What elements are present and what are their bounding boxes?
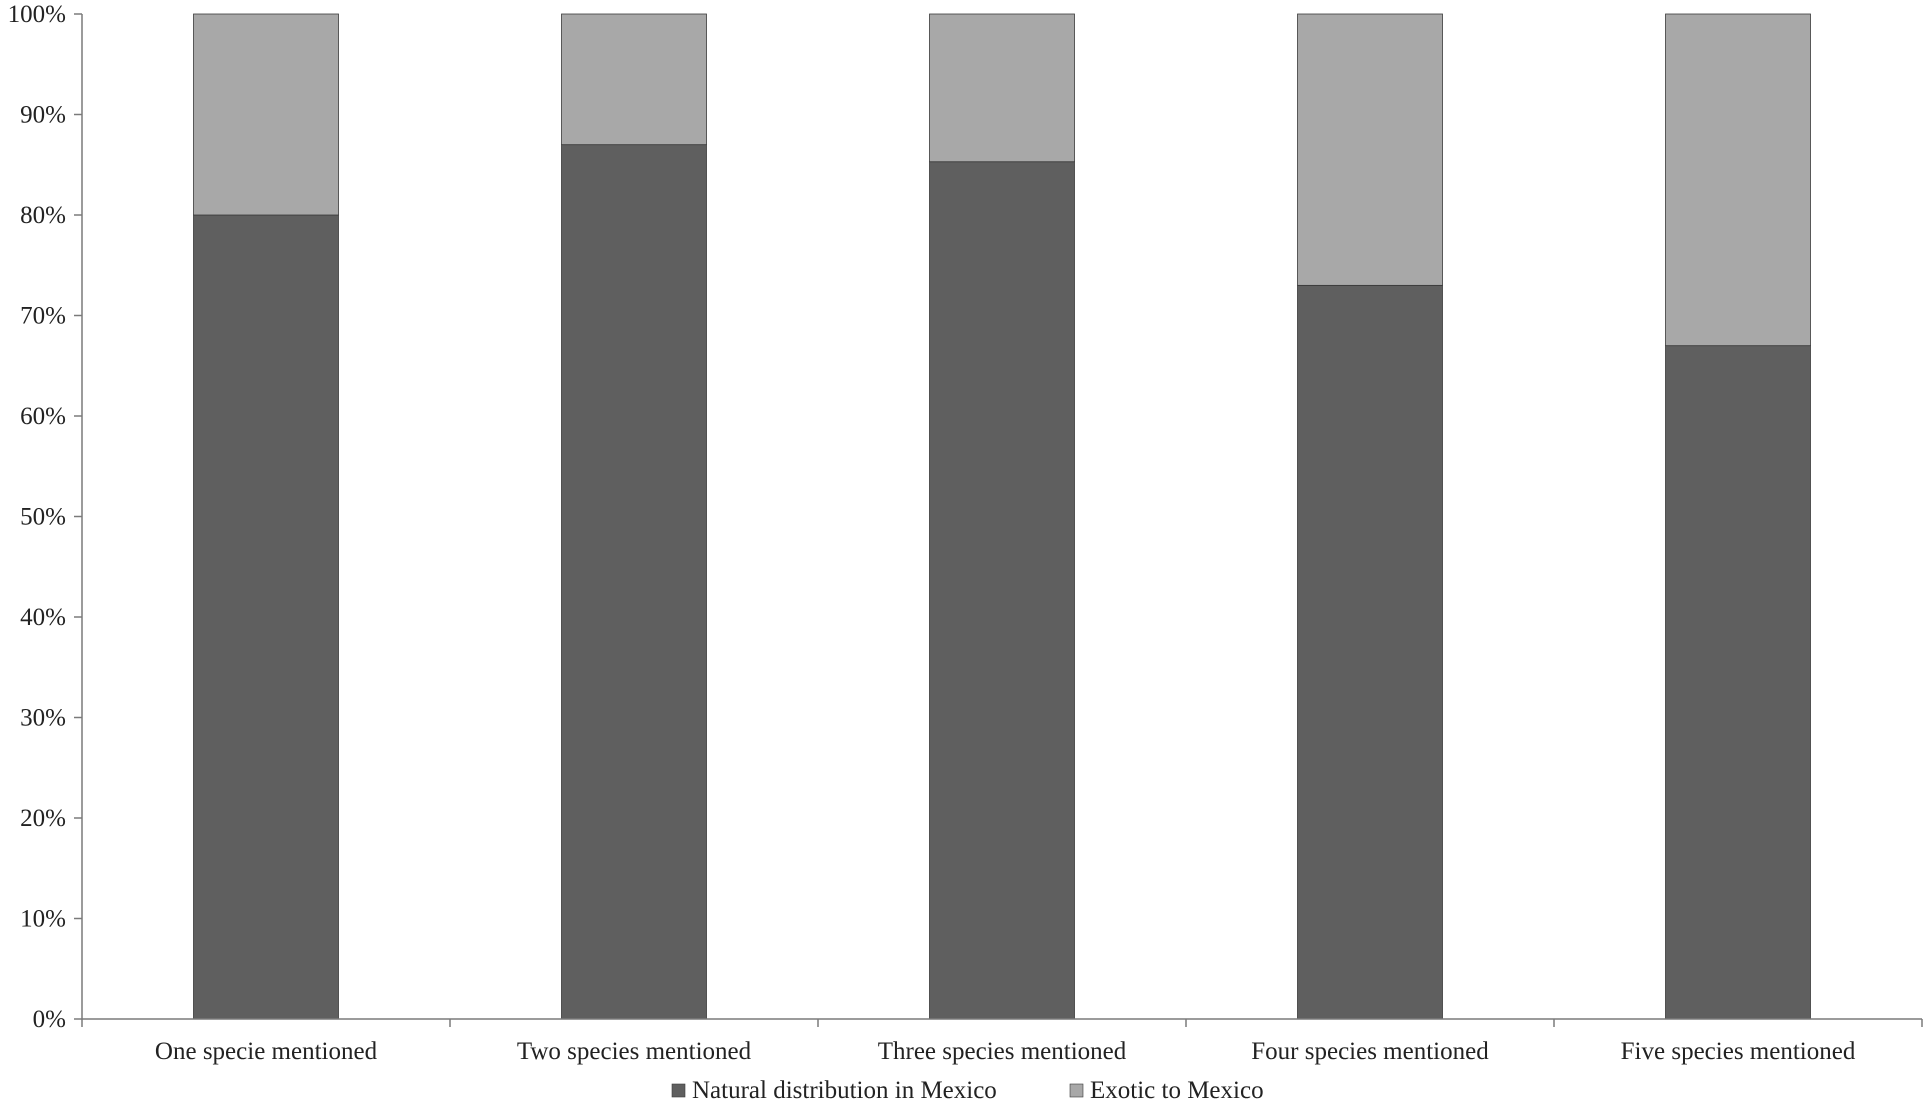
- y-tick-label: 20%: [20, 805, 66, 832]
- x-category-label: Five species mentioned: [1621, 1038, 1856, 1065]
- y-tick-label: 100%: [8, 1, 66, 28]
- legend-swatch-natural: [671, 1083, 686, 1098]
- x-category-label: One specie mentioned: [155, 1038, 378, 1065]
- bar-segment-exotic: [1665, 13, 1811, 347]
- y-tick-label: 30%: [20, 705, 66, 732]
- x-category-label: Two species mentioned: [517, 1038, 752, 1065]
- y-axis: 0% 10% 20% 30% 40% 50% 60% 70% 80% 90% 100%: [8, 1, 83, 1033]
- y-tick-label: 10%: [20, 906, 66, 933]
- legend: Natural distribution in Mexico Exotic to …: [671, 1077, 1264, 1104]
- y-tick-label: 80%: [20, 202, 66, 229]
- x-category-label: Three species mentioned: [878, 1038, 1127, 1065]
- bar-segment-natural: [193, 214, 339, 1020]
- bar-segment-natural: [1665, 345, 1811, 1020]
- y-tick-label: 90%: [20, 102, 66, 129]
- x-axis: One specie mentioned Two species mentione…: [81, 1018, 1923, 1065]
- bar-segment-natural: [561, 144, 707, 1020]
- bar-segment-exotic: [1297, 13, 1443, 286]
- y-tick-label: 50%: [20, 504, 66, 531]
- x-category-label: Four species mentioned: [1251, 1038, 1489, 1065]
- legend-swatch-exotic: [1069, 1083, 1084, 1098]
- bar-segment-exotic: [193, 13, 339, 216]
- bar-segment-exotic: [561, 13, 707, 146]
- bar-segment-natural: [929, 161, 1075, 1020]
- y-tick-label: 40%: [20, 604, 66, 631]
- legend-label-exotic: Exotic to Mexico: [1090, 1077, 1264, 1104]
- y-tick-label: 70%: [20, 303, 66, 330]
- bars-group: [193, 13, 1811, 1020]
- y-tick-label: 0%: [33, 1006, 66, 1033]
- bar-segment-exotic: [929, 13, 1075, 163]
- legend-label-natural: Natural distribution in Mexico: [692, 1077, 997, 1104]
- y-tick-label: 60%: [20, 403, 66, 430]
- bar-segment-natural: [1297, 284, 1443, 1020]
